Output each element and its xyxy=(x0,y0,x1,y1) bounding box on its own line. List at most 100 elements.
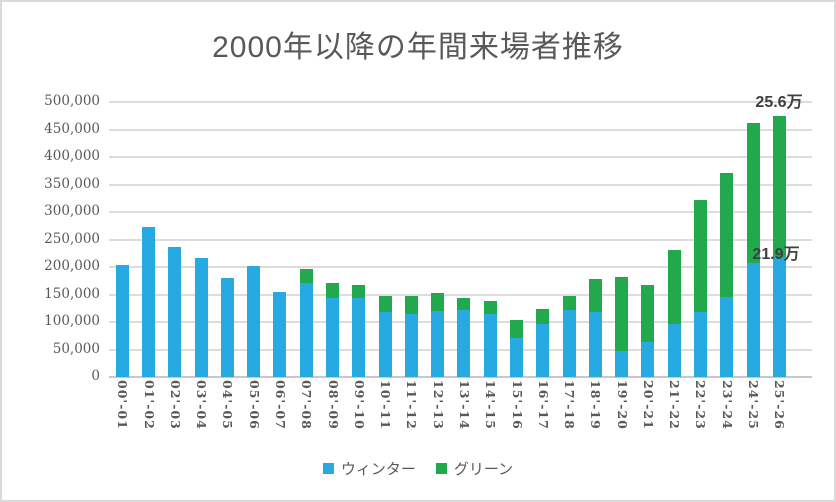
x-tick-label: 19'-20 xyxy=(614,380,630,430)
bar-green-2021 xyxy=(641,285,655,342)
x-tick-label: 06'-07 xyxy=(272,380,288,430)
legend-item-green: グリーン xyxy=(435,458,514,479)
bar-green-0708 xyxy=(299,268,313,283)
x-tick-label: 20'-21 xyxy=(640,380,656,430)
legend-label-green: グリーン xyxy=(453,461,514,478)
x-tick-label: 25'-26 xyxy=(772,380,788,430)
y-tick-label: 400,000 xyxy=(44,148,100,164)
bar-winter-1112 xyxy=(404,313,418,377)
bar-green-2223 xyxy=(693,200,707,312)
x-tick-label: 13'-14 xyxy=(456,380,472,430)
x-tick-label: 24'-25 xyxy=(746,380,762,430)
x-tick-label: 01'-02 xyxy=(141,380,157,430)
x-tick-label: 04'-05 xyxy=(220,380,236,430)
bar-winter-2021 xyxy=(641,341,655,377)
bar-winter-0102 xyxy=(142,226,156,377)
bar-winter-0809 xyxy=(326,297,340,377)
y-tick-label: 0 xyxy=(91,368,100,384)
bar-green-2425 xyxy=(746,122,760,264)
y-tick-label: 100,000 xyxy=(44,313,100,329)
bar-winter-0506 xyxy=(247,265,261,377)
y-tick-label: 50,000 xyxy=(52,340,100,357)
winter-series-swatch-icon xyxy=(322,463,334,474)
bar-winter-0910 xyxy=(352,297,366,377)
legend-label-winter: ウィンター xyxy=(340,461,416,478)
bar-green-0910 xyxy=(352,285,366,298)
x-tick-label: 00'-01 xyxy=(115,380,131,430)
y-tick-label: 250,000 xyxy=(44,230,100,247)
bar-green-2122 xyxy=(667,249,681,324)
annotation-green-25-26: 25.6万 xyxy=(755,94,803,111)
x-tick-label: 03'-04 xyxy=(194,380,210,430)
y-tick-label: 500,000 xyxy=(44,93,100,109)
bar-green-1516 xyxy=(510,319,523,338)
bar-green-1011 xyxy=(378,296,392,312)
gridline xyxy=(109,128,812,131)
bar-green-1718 xyxy=(562,295,576,311)
x-tick-label: 17'-18 xyxy=(562,380,578,430)
x-tick-label: 18'-19 xyxy=(588,380,604,430)
bar-green-1819 xyxy=(588,279,602,313)
bar-winter-0405 xyxy=(220,278,234,377)
bar-winter-1314 xyxy=(457,310,471,377)
bar-winter-1516 xyxy=(510,337,523,377)
bar-winter-0708 xyxy=(299,282,313,377)
gridline xyxy=(109,183,812,186)
plot-area xyxy=(109,101,812,378)
bar-green-2324 xyxy=(720,172,734,298)
bar-winter-1415 xyxy=(483,313,497,377)
bar-winter-1718 xyxy=(562,310,576,377)
bar-winter-2223 xyxy=(693,311,707,377)
y-tick-label: 150,000 xyxy=(44,285,100,302)
x-tick-label: 14'-15 xyxy=(483,380,499,430)
bar-green-1415 xyxy=(483,300,497,314)
bar-winter-1617 xyxy=(536,324,550,377)
bar-green-1617 xyxy=(536,309,550,325)
x-tick-label: 08'-09 xyxy=(325,380,341,430)
legend: ウィンター グリーン xyxy=(2,458,834,479)
bar-green-1112 xyxy=(404,295,418,314)
x-tick-label: 02'-03 xyxy=(167,380,183,430)
bar-winter-2526 xyxy=(772,256,786,377)
x-tick-label: 11'-12 xyxy=(404,380,420,430)
bar-winter-0203 xyxy=(168,246,182,377)
bar-winter-1920 xyxy=(615,350,629,377)
bar-winter-2425 xyxy=(746,263,760,377)
x-tick-label: 07'-08 xyxy=(299,380,315,430)
bar-winter-0607 xyxy=(273,291,287,377)
y-tick-label: 300,000 xyxy=(44,203,100,219)
bar-green-1314 xyxy=(457,297,471,311)
bar-winter-1213 xyxy=(431,311,445,377)
annotation-winter-25-26: 21.9万 xyxy=(752,246,800,263)
y-tick-label: 200,000 xyxy=(44,258,100,274)
bar-green-1213 xyxy=(431,293,445,311)
legend-item-winter: ウィンター xyxy=(322,458,416,479)
y-tick-label: 450,000 xyxy=(44,120,100,137)
bar-winter-0001 xyxy=(115,264,129,377)
x-tick-label: 16'-17 xyxy=(535,380,551,430)
bar-winter-2324 xyxy=(720,297,734,377)
gridline xyxy=(109,238,812,241)
green-series-swatch-icon xyxy=(435,463,447,474)
x-tick-label: 22'-23 xyxy=(693,380,709,430)
bar-winter-1011 xyxy=(378,311,392,377)
bar-winter-0304 xyxy=(194,258,208,377)
x-tick-label: 15'-16 xyxy=(509,380,525,430)
x-tick-label: 23'-24 xyxy=(719,380,735,430)
gridline xyxy=(109,293,812,296)
gridline xyxy=(109,211,812,213)
bar-winter-2122 xyxy=(667,323,681,377)
x-tick-label: 05'-06 xyxy=(246,380,262,430)
x-tick-label: 10'-11 xyxy=(378,380,394,430)
chart-title: 2000年以降の年間来場者推移 xyxy=(212,31,624,64)
gridline xyxy=(109,266,812,268)
gridline xyxy=(109,156,812,158)
x-tick-label: 09'-10 xyxy=(351,380,367,430)
bar-green-2526 xyxy=(772,115,786,257)
bar-green-1920 xyxy=(615,276,629,351)
x-tick-label: 21'-22 xyxy=(667,380,683,430)
y-tick-label: 350,000 xyxy=(44,175,100,192)
x-tick-label: 12'-13 xyxy=(430,380,446,430)
gridline xyxy=(109,101,812,103)
